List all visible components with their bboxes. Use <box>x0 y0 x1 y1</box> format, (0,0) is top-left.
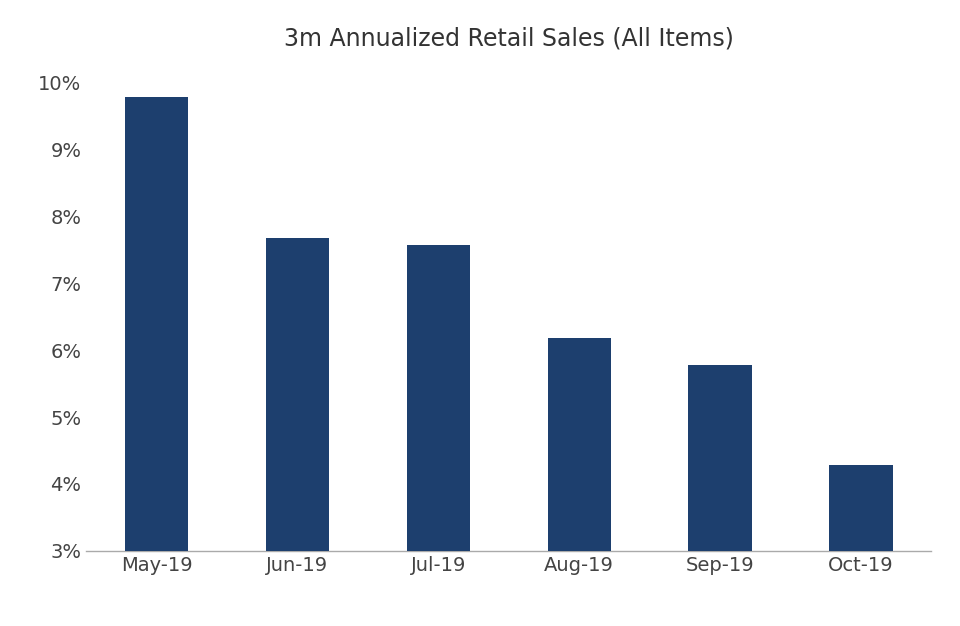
Bar <box>688 365 752 626</box>
Bar <box>266 238 329 626</box>
Bar <box>407 245 470 626</box>
Bar <box>125 98 188 626</box>
Bar <box>829 465 893 626</box>
Title: 3m Annualized Retail Sales (All Items): 3m Annualized Retail Sales (All Items) <box>284 27 733 51</box>
Bar <box>547 338 611 626</box>
